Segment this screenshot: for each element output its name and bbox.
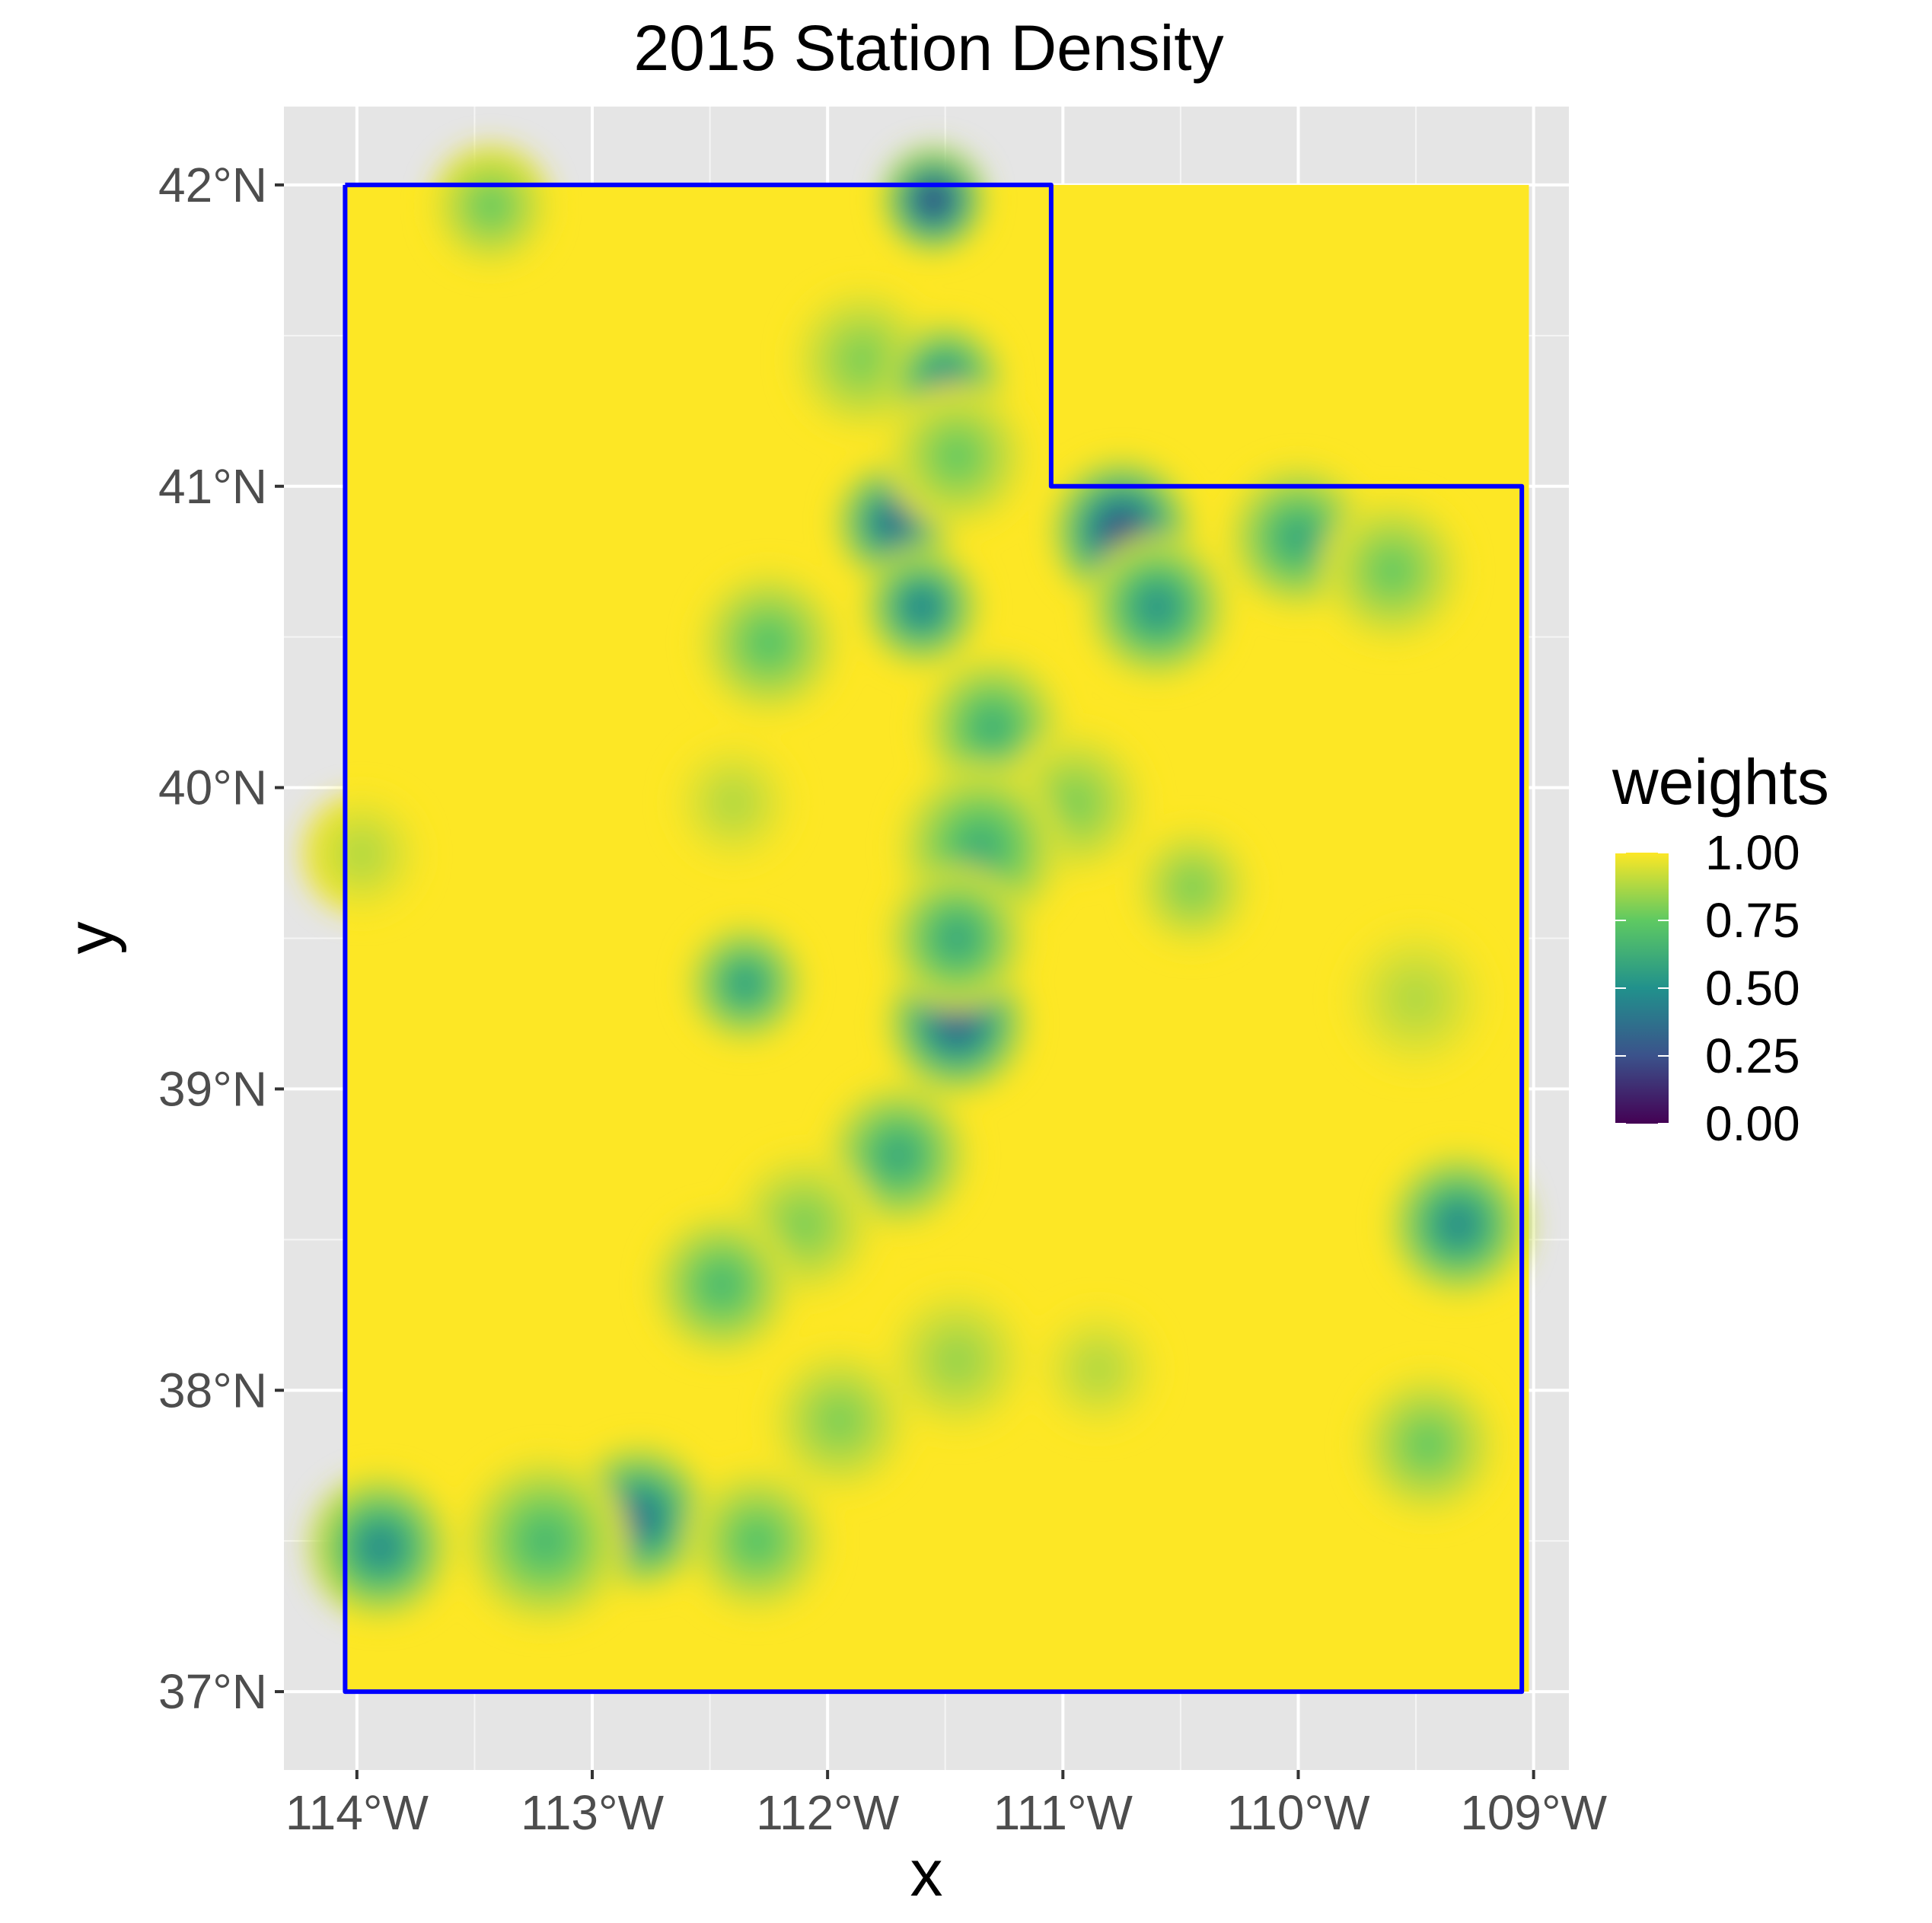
density-ring: [1416, 1432, 1439, 1457]
x-tick-label: 114°W: [285, 1785, 429, 1840]
density-ring: [1063, 790, 1087, 815]
density-blob: [302, 793, 421, 914]
density-ring: [1380, 558, 1404, 583]
density-ring: [1110, 519, 1134, 544]
density-ring: [980, 715, 1005, 740]
density-blob: [310, 1475, 451, 1620]
x-tick-label: 109°W: [1460, 1785, 1607, 1840]
y-tick-label: 39°N: [158, 1061, 267, 1116]
y-axis-ticks: 37°N 38°N 39°N 40°N 41°N 42°N: [158, 158, 284, 1719]
density-ring: [531, 1526, 560, 1555]
legend-ticks: 1.00 0.75 0.50 0.25 0.00: [1615, 825, 1800, 1151]
density-ring: [1404, 986, 1428, 1011]
density-ring: [744, 1529, 769, 1553]
density-ring: [1182, 877, 1203, 898]
y-tick-label: 40°N: [158, 761, 267, 815]
y-tick-label: 37°N: [158, 1664, 267, 1719]
density-blob: [1133, 827, 1251, 948]
density-ring: [627, 1504, 652, 1529]
density-ring: [792, 1212, 816, 1237]
legend-tick-label: 0.75: [1705, 893, 1800, 948]
density-ring: [352, 844, 371, 864]
legend-tick-label: 0.25: [1705, 1028, 1800, 1083]
density-heatmap: [302, 145, 1529, 1692]
chart-title: 2015 Station Density: [633, 12, 1223, 84]
density-blob: [1321, 498, 1463, 643]
density-ring: [723, 792, 744, 813]
density-ring: [911, 596, 932, 617]
density-blob: [1387, 1152, 1529, 1297]
density-ring: [757, 630, 781, 655]
density-blob: [1345, 926, 1487, 1071]
density-blob: [886, 866, 1028, 1011]
density-ring: [945, 926, 969, 951]
density-blob: [462, 1456, 628, 1625]
x-axis-ticks: 114°W 113°W 112°W 111°W 110°W 109°W: [285, 1770, 1608, 1840]
density-ring: [945, 444, 969, 469]
legend-tick-label: 1.00: [1705, 825, 1800, 880]
density-ring: [851, 347, 875, 372]
density-blob: [651, 1212, 792, 1357]
density-ring: [924, 191, 942, 209]
density-blob: [432, 145, 550, 266]
density-ring: [1088, 1359, 1108, 1379]
density-blob: [768, 1347, 910, 1493]
density-blob: [862, 546, 981, 668]
density-blob: [1039, 1309, 1157, 1430]
density-blob: [674, 742, 792, 863]
density-ring: [945, 1010, 969, 1035]
density-ring: [1286, 525, 1310, 550]
x-tick-label: 110°W: [1226, 1785, 1370, 1840]
density-ring: [1145, 595, 1169, 619]
density-blob: [1357, 1372, 1499, 1517]
x-tick-label: 111°W: [993, 1785, 1133, 1840]
density-ring: [481, 196, 501, 216]
density-ring: [886, 1143, 910, 1168]
legend: weights 1.00 0.75 0.50 0.25 0.00: [1612, 746, 1829, 1151]
y-tick-label: 38°N: [158, 1363, 267, 1418]
density-ring: [945, 1347, 969, 1373]
density-blob: [1086, 534, 1228, 680]
legend-tick-label: 0.50: [1705, 961, 1800, 1016]
density-blob: [882, 147, 986, 254]
density-ring: [827, 1408, 852, 1433]
y-axis-title: y: [54, 922, 127, 955]
density-blob: [886, 1287, 1028, 1433]
density-blob: [686, 1469, 828, 1614]
state-boundary: [343, 182, 1525, 1695]
density-ring: [883, 512, 904, 533]
density-ring: [709, 1272, 734, 1297]
density-ring: [1446, 1212, 1471, 1237]
legend-title: weights: [1612, 746, 1829, 818]
legend-tick-label: 0.00: [1705, 1096, 1800, 1151]
density-ring: [735, 973, 755, 994]
density-blob: [686, 923, 805, 1044]
density-blob: [698, 570, 840, 716]
density-blobs: [302, 145, 1529, 1625]
x-tick-label: 112°W: [756, 1785, 900, 1840]
y-tick-label: 42°N: [158, 158, 267, 212]
density-ring: [967, 834, 995, 863]
y-tick-label: 41°N: [158, 459, 267, 514]
x-axis-title: x: [910, 1837, 943, 1910]
density-blob: [886, 384, 1028, 529]
x-tick-label: 113°W: [521, 1785, 665, 1840]
density-ring: [368, 1535, 393, 1559]
